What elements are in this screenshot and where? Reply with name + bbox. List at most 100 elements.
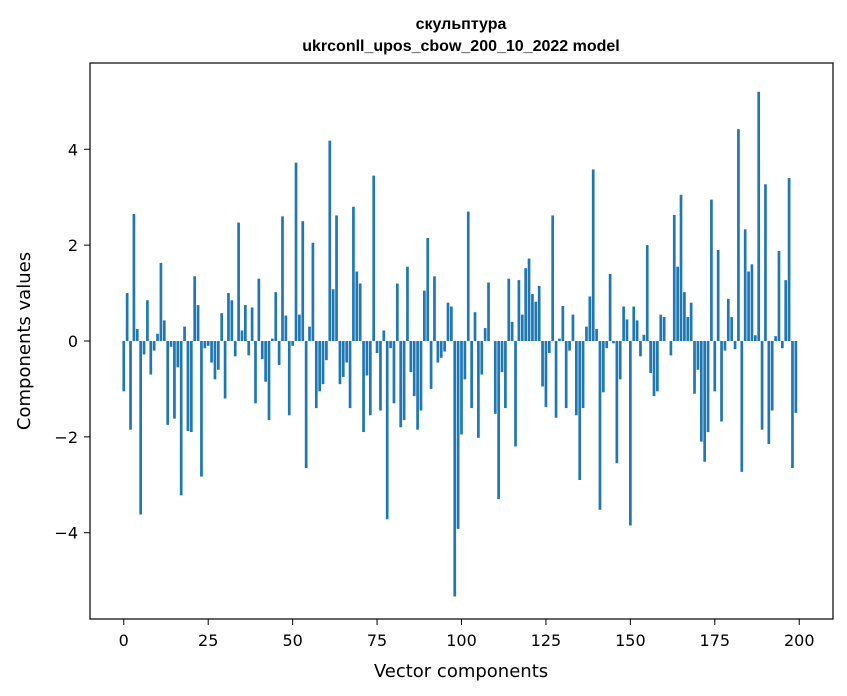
bar bbox=[757, 91, 761, 341]
bar bbox=[183, 326, 186, 341]
bar bbox=[588, 296, 592, 341]
bar bbox=[230, 300, 234, 341]
bar bbox=[480, 341, 484, 375]
bar bbox=[760, 341, 764, 430]
bar bbox=[179, 341, 183, 496]
bar bbox=[686, 317, 690, 341]
bar bbox=[223, 341, 227, 399]
bar bbox=[372, 175, 376, 341]
bar bbox=[612, 341, 615, 344]
bar bbox=[696, 341, 700, 370]
bar bbox=[537, 285, 541, 341]
bar bbox=[213, 341, 217, 380]
bar bbox=[423, 290, 426, 341]
bar bbox=[345, 341, 349, 363]
bar bbox=[689, 302, 693, 341]
bar bbox=[412, 341, 416, 397]
bar bbox=[193, 276, 197, 341]
bar bbox=[395, 283, 399, 341]
bar bbox=[321, 341, 325, 385]
bar bbox=[338, 341, 342, 385]
bar bbox=[200, 341, 203, 477]
bar bbox=[598, 341, 602, 510]
bar bbox=[271, 338, 274, 341]
bar bbox=[314, 341, 318, 409]
bar bbox=[578, 341, 582, 480]
bar bbox=[642, 334, 646, 341]
bar bbox=[750, 264, 754, 341]
bar bbox=[382, 330, 386, 341]
bar bbox=[446, 302, 450, 341]
bar bbox=[156, 333, 159, 341]
bar bbox=[703, 341, 707, 462]
bar bbox=[385, 341, 389, 520]
bar bbox=[375, 341, 379, 353]
bar bbox=[453, 341, 457, 597]
bar bbox=[629, 341, 632, 526]
bar bbox=[210, 341, 213, 363]
bar bbox=[159, 262, 163, 341]
bar bbox=[733, 341, 737, 350]
bar bbox=[615, 341, 619, 464]
bar bbox=[308, 326, 311, 341]
bar bbox=[716, 249, 720, 341]
bar bbox=[656, 341, 659, 392]
x-tick-label: 0 bbox=[119, 631, 129, 650]
bar bbox=[406, 266, 409, 341]
bar bbox=[483, 328, 487, 341]
bar bbox=[470, 341, 473, 409]
bar bbox=[216, 341, 220, 370]
bar bbox=[551, 215, 555, 341]
bar bbox=[683, 292, 686, 341]
bar bbox=[747, 271, 750, 341]
bar bbox=[203, 341, 207, 349]
bar bbox=[281, 216, 284, 341]
bar bbox=[794, 341, 798, 413]
y-tick-label: 2 bbox=[68, 236, 78, 255]
bar bbox=[463, 341, 467, 380]
bar bbox=[331, 289, 335, 341]
x-tick-label: 100 bbox=[446, 631, 477, 650]
chart-subtitle: ukrconll_upos_cbow_200_10_2022 model bbox=[302, 38, 619, 55]
bar bbox=[166, 341, 170, 425]
bar bbox=[304, 341, 308, 469]
bar bbox=[632, 306, 636, 341]
bar bbox=[335, 215, 338, 341]
bar bbox=[287, 341, 291, 416]
bar bbox=[419, 341, 423, 411]
bar bbox=[730, 317, 734, 341]
bar bbox=[524, 268, 528, 341]
bar bbox=[450, 306, 453, 341]
bar bbox=[294, 162, 298, 341]
x-tick-label: 25 bbox=[198, 631, 218, 650]
bar bbox=[493, 341, 497, 414]
bar bbox=[527, 258, 531, 341]
bar bbox=[399, 341, 403, 428]
bar bbox=[669, 341, 673, 356]
bar bbox=[487, 282, 490, 341]
bar bbox=[780, 341, 784, 349]
bars-group bbox=[122, 91, 798, 597]
bar bbox=[402, 341, 406, 421]
bar bbox=[710, 199, 713, 341]
bar bbox=[713, 341, 717, 392]
bar bbox=[227, 293, 230, 341]
bar bbox=[497, 341, 500, 500]
bar bbox=[162, 320, 166, 341]
bar bbox=[169, 341, 173, 347]
bar bbox=[574, 341, 578, 416]
bar bbox=[392, 341, 396, 404]
y-axis: −4 −2 0 2 4 bbox=[54, 140, 90, 543]
bar bbox=[146, 300, 149, 341]
bar bbox=[433, 276, 436, 341]
bar bbox=[250, 307, 254, 341]
bar bbox=[726, 298, 730, 341]
bar bbox=[301, 221, 305, 341]
x-tick-label: 200 bbox=[784, 631, 815, 650]
bar bbox=[622, 306, 625, 341]
bar bbox=[534, 301, 538, 341]
bar bbox=[770, 341, 774, 411]
bar bbox=[439, 341, 443, 358]
bar bbox=[362, 341, 365, 433]
